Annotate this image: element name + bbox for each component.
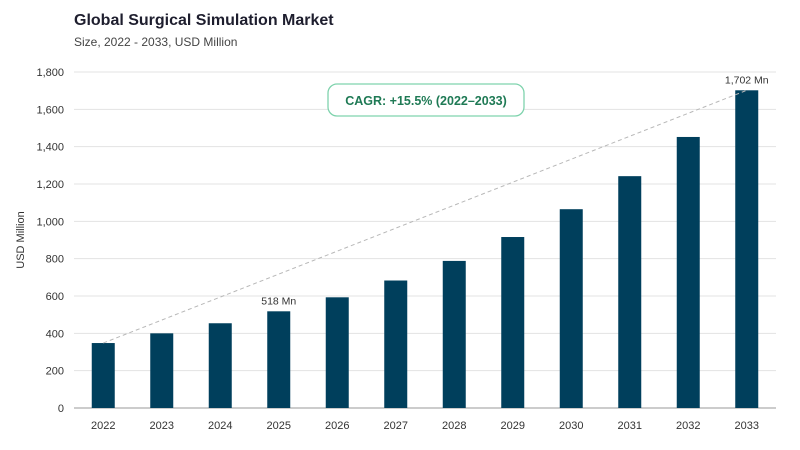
bar-2022	[91, 343, 115, 408]
y-tick-label: 600	[46, 291, 64, 303]
bar-2028	[442, 260, 466, 408]
bar-2031	[618, 176, 642, 408]
cagr-label: CAGR: +15.5% (2022–2033)	[345, 94, 507, 108]
y-axis-title: USD Million	[15, 211, 27, 268]
bar-2023	[150, 333, 174, 408]
y-tick-label: 800	[46, 254, 64, 266]
bar-2024	[208, 323, 232, 408]
x-tick-label: 2029	[501, 420, 525, 432]
bar-2032	[676, 136, 700, 408]
bar-2025	[267, 311, 291, 408]
y-tick-label: 0	[58, 403, 64, 415]
x-tick-label: 2031	[618, 420, 642, 432]
x-tick-label: 2028	[442, 420, 466, 432]
data-label-2025: 518 Mn	[261, 295, 296, 307]
y-tick-label: 1,000	[36, 216, 64, 228]
bar-2026	[325, 297, 349, 408]
x-tick-label: 2033	[735, 420, 759, 432]
x-tick-label: 2032	[676, 420, 700, 432]
y-tick-label: 1,200	[36, 179, 64, 191]
chart-title: Global Surgical Simulation Market	[74, 12, 334, 29]
trend-line	[103, 89, 747, 344]
x-tick-label: 2023	[150, 420, 174, 432]
bar-2030	[559, 209, 583, 408]
bar-2033	[735, 90, 759, 408]
chart-subtitle: Size, 2022 - 2033, USD Million	[74, 35, 238, 49]
y-tick-label: 400	[46, 328, 64, 340]
x-tick-label: 2026	[325, 420, 349, 432]
y-tick-label: 1,600	[36, 104, 64, 116]
bar-2029	[501, 237, 525, 408]
x-tick-label: 2027	[384, 420, 408, 432]
data-label-2033: 1,702 Mn	[725, 74, 769, 86]
y-tick-label: 1,400	[36, 142, 64, 154]
x-tick-label: 2025	[267, 420, 291, 432]
x-tick-label: 2024	[208, 420, 232, 432]
x-tick-label: 2030	[559, 420, 583, 432]
x-tick-label: 2022	[91, 420, 115, 432]
bar-2027	[384, 280, 408, 408]
y-tick-label: 200	[46, 366, 64, 378]
y-tick-label: 1,800	[36, 67, 64, 79]
cagr-badge	[327, 83, 525, 117]
